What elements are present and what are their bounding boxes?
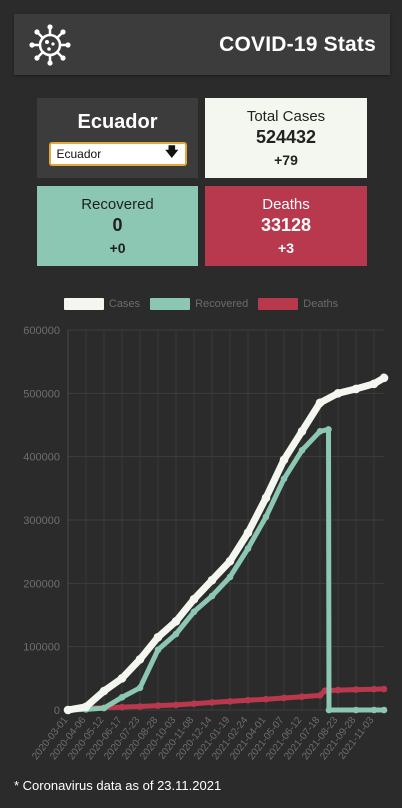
series-point-cases (279, 455, 289, 465)
series-point-deaths (190, 700, 198, 707)
country-card: Ecuador Ecuador 🡇 (37, 98, 198, 178)
series-point-deaths (316, 692, 324, 699)
total-cases-value: 524432 (255, 127, 317, 147)
series-point-deaths (380, 685, 388, 693)
series-point-recovered (244, 545, 252, 552)
total-cases-delta: +79 (274, 152, 298, 168)
series-point-recovered (118, 694, 126, 701)
series-point-cases (135, 655, 145, 664)
arrow-down-icon: 🡇 (165, 143, 179, 159)
total-cases-label: Total Cases (246, 108, 326, 125)
chart-legend: Cases Recovered Deaths (0, 296, 402, 312)
legend-swatch-deaths (258, 298, 299, 310)
app-header: COVID-19 Stats (14, 14, 390, 75)
covid-line-chart: 0100000200000300000400000500000600000202… (23, 325, 389, 762)
legend-item-cases[interactable]: Cases (63, 298, 141, 310)
series-point-cases (297, 427, 307, 436)
series-point-recovered (172, 630, 180, 638)
series-point-deaths (280, 694, 288, 702)
app-title: COVID-19 Stats (219, 32, 376, 56)
series-point-recovered (380, 706, 388, 714)
recovered-delta: +0 (109, 240, 126, 256)
total-cases-card: Total Cases 524432 +79 (205, 98, 367, 178)
series-point-recovered (325, 706, 333, 714)
legend-label-recovered: Recovered (195, 298, 249, 310)
deaths-value: 33128 (260, 215, 312, 235)
series-point-cases (379, 373, 389, 383)
virus-icon (29, 23, 71, 66)
series-point-cases (207, 575, 217, 585)
legend-label-deaths: Deaths (303, 298, 339, 310)
series-point-cases (351, 384, 361, 394)
series-point-cases (153, 632, 163, 642)
y-tick-label: 200000 (23, 578, 60, 590)
series-point-deaths (370, 685, 378, 693)
series-point-deaths (298, 693, 306, 700)
series-point-recovered (325, 426, 332, 433)
series-point-recovered (262, 513, 270, 521)
series-point-cases (189, 594, 199, 604)
series-point-recovered (136, 684, 144, 692)
series-point-recovered (298, 447, 306, 454)
series-point-cases (333, 389, 343, 398)
series-point-deaths (172, 701, 180, 709)
series-point-deaths (136, 703, 144, 710)
series-point-cases (117, 674, 127, 683)
series-point-recovered (316, 428, 324, 435)
footer-note: * Coronavirus data as of 23.11.2021 (14, 778, 222, 793)
series-point-recovered (208, 592, 216, 600)
series-line-cases (64, 374, 388, 714)
series-point-recovered (226, 573, 234, 581)
series-point-recovered (370, 706, 378, 714)
deaths-label: Deaths (262, 196, 310, 213)
y-tick-label: 300000 (23, 515, 60, 527)
series-point-deaths (208, 699, 216, 706)
series-point-deaths (262, 695, 270, 703)
series-point-recovered (190, 608, 198, 616)
country-select[interactable]: Ecuador 🡇 (48, 141, 187, 166)
deaths-delta: +3 (278, 240, 294, 256)
series-point-cases (243, 528, 253, 537)
legend-item-deaths[interactable]: Deaths (258, 298, 338, 310)
series-point-cases (99, 686, 109, 696)
country-select-value: Ecuador (56, 146, 102, 161)
y-tick-label: 0 (54, 705, 60, 717)
series-point-cases (171, 617, 181, 626)
legend-label-cases: Cases (108, 298, 141, 310)
y-tick-label: 600000 (23, 325, 60, 337)
series-point-recovered (100, 704, 108, 712)
country-name: Ecuador (77, 110, 158, 133)
series-point-cases (63, 705, 73, 715)
series-point-cases (261, 493, 271, 503)
legend-swatch-recovered (150, 298, 191, 310)
series-point-deaths (226, 698, 234, 705)
series-point-cases (369, 379, 379, 389)
series-point-cases (315, 398, 325, 408)
series-line-recovered (65, 426, 387, 713)
series-point-deaths (244, 696, 252, 704)
series-point-deaths (352, 686, 360, 693)
recovered-value: 0 (112, 215, 123, 235)
recovered-label: Recovered (81, 196, 154, 213)
recovered-card: Recovered 0 +0 (37, 186, 198, 266)
series-point-recovered (352, 706, 360, 714)
y-tick-label: 100000 (23, 642, 60, 654)
y-tick-label: 400000 (23, 452, 60, 464)
legend-swatch-cases (63, 298, 104, 310)
series-point-deaths (154, 702, 162, 709)
series-point-recovered (280, 475, 288, 483)
series-point-recovered (154, 646, 162, 654)
series-point-cases (81, 702, 91, 712)
deaths-card: Deaths 33128 +3 (205, 186, 367, 266)
series-point-deaths (118, 703, 126, 711)
series-point-deaths (334, 686, 342, 694)
legend-item-recovered[interactable]: Recovered (150, 298, 248, 310)
y-tick-label: 500000 (23, 388, 60, 400)
series-point-cases (225, 556, 235, 566)
